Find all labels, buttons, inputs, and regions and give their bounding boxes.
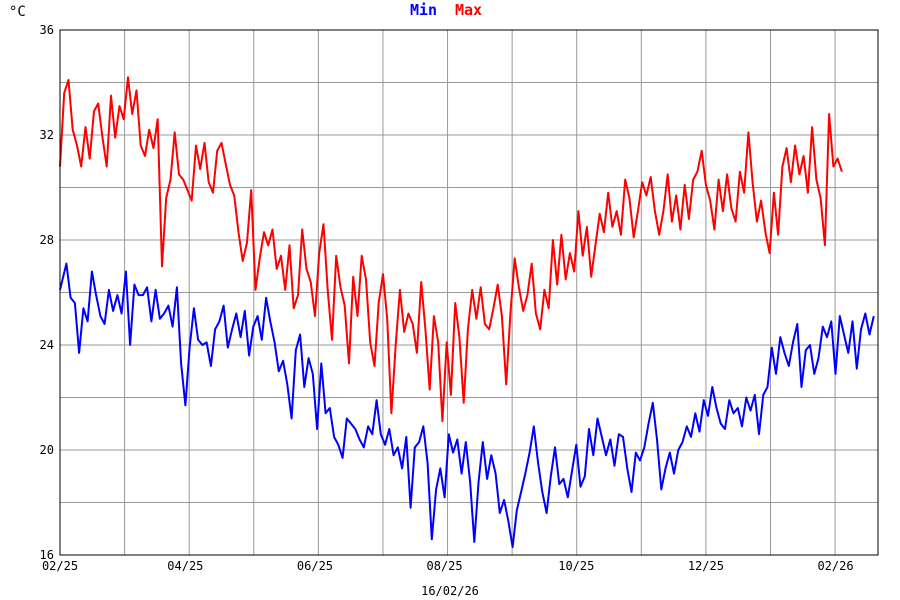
y-tick-label: 16: [40, 548, 54, 562]
x-tick-labels: 02/25 04/25 06/25 08/25 10/25 12/25 02/26: [42, 559, 854, 573]
legend-max: Max: [455, 1, 482, 19]
y-tick-label: 36: [40, 23, 54, 37]
y-axis-unit-label: °C: [9, 4, 26, 20]
plot-frame: [59, 29, 879, 556]
x-tick-label: 08/25: [427, 559, 463, 573]
x-tick-label: 04/25: [167, 559, 203, 573]
series-line-max: [59, 76, 843, 423]
series-line-min: [59, 262, 875, 549]
x-tick-label: 02/25: [42, 559, 78, 573]
x-tick-label: 10/25: [558, 559, 594, 573]
y-tick-label: 20: [40, 443, 54, 457]
series-lines: [59, 76, 875, 549]
x-tick-label: 02/26: [817, 559, 853, 573]
y-tick-labels: 16 20 24 28 32 36: [40, 23, 54, 562]
y-tick-label: 32: [40, 128, 54, 142]
date-label: 16/02/26: [421, 584, 479, 598]
y-tick-label: 28: [40, 233, 54, 247]
x-tick-label: 12/25: [688, 559, 724, 573]
x-tick-label: 06/25: [297, 559, 333, 573]
y-tick-label: 24: [40, 338, 54, 352]
legend-min: Min: [410, 1, 437, 19]
